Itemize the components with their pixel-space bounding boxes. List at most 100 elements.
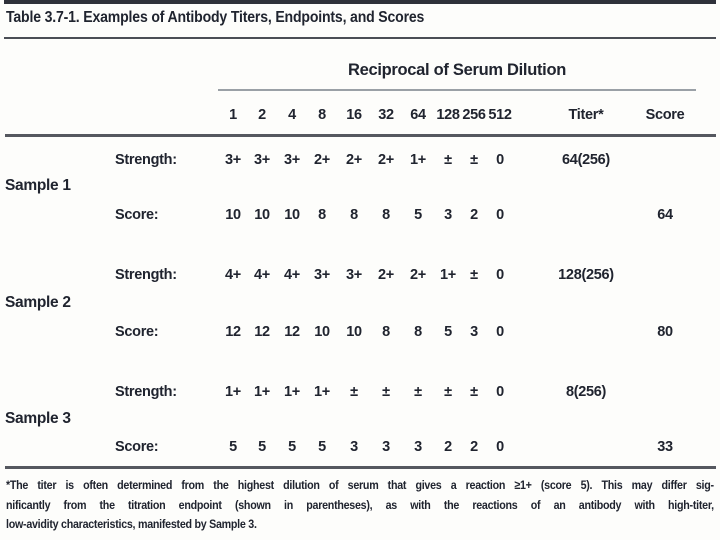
score-cell: 8 xyxy=(382,207,390,223)
dilution-col-header: 32 xyxy=(378,107,394,123)
score-cell: 8 xyxy=(382,324,390,340)
table-title: Table 3.7-1. Examples of Antibody Titers… xyxy=(6,9,425,26)
score-header: Score xyxy=(645,107,685,123)
score-cell: 5 xyxy=(318,439,326,455)
total-score-value: 33 xyxy=(657,439,673,455)
strength-cell: ± xyxy=(470,152,478,168)
score-cell: 10 xyxy=(284,207,300,223)
strength-cell: ± xyxy=(350,384,358,400)
strength-cell: 1+ xyxy=(284,384,300,400)
titer-header: Titer* xyxy=(568,107,604,123)
score-cell: 12 xyxy=(254,324,270,340)
strength-cell: 4+ xyxy=(225,267,241,283)
strength-row: 4+ 4+ 4+ 3+ 3+ 2+ 2+ 1+ ± 0 xyxy=(0,267,720,285)
score-cell: 5 xyxy=(444,324,452,340)
score-cell: 3 xyxy=(470,324,478,340)
dilution-col-header: 4 xyxy=(288,107,296,123)
strength-row-label: Strength: xyxy=(115,152,177,168)
strength-row-label: Strength: xyxy=(115,384,177,400)
strength-cell: 1+ xyxy=(314,384,330,400)
strength-cell: ± xyxy=(444,152,452,168)
sample-label: Sample 2 xyxy=(5,294,71,311)
score-cell: 8 xyxy=(318,207,326,223)
score-cell: 10 xyxy=(225,207,241,223)
strength-cell: 3+ xyxy=(284,152,300,168)
score-row: 12 12 12 10 10 8 8 5 3 0 xyxy=(0,324,720,342)
titer-value: 128(256) xyxy=(558,267,614,283)
sample-label: Sample 3 xyxy=(5,410,71,427)
score-cell: 12 xyxy=(225,324,241,340)
strength-cell: 3+ xyxy=(254,152,270,168)
strength-cell: 1+ xyxy=(440,267,456,283)
dilution-col-header: 256 xyxy=(462,107,486,123)
score-cell: 0 xyxy=(496,324,504,340)
score-row-label: Score: xyxy=(115,324,159,340)
top-rule xyxy=(4,0,716,4)
strength-cell: ± xyxy=(470,267,478,283)
strength-cell: 3+ xyxy=(314,267,330,283)
score-cell: 0 xyxy=(496,439,504,455)
dilution-col-header: 128 xyxy=(436,107,460,123)
score-cell: 10 xyxy=(314,324,330,340)
strength-cell: 2+ xyxy=(346,152,362,168)
score-row-label: Score: xyxy=(115,439,159,455)
score-cell: 2 xyxy=(470,439,478,455)
footnote-line: *The titer is often determined from the … xyxy=(6,478,714,492)
strength-cell: 1+ xyxy=(225,384,241,400)
strength-cell: 2+ xyxy=(378,267,394,283)
strength-row: 3+ 3+ 3+ 2+ 2+ 2+ 1+ ± ± 0 xyxy=(0,152,720,170)
footnote-line: low-avidity characteristics, manifested … xyxy=(6,517,257,531)
title-rule xyxy=(4,37,716,39)
score-cell: 3 xyxy=(444,207,452,223)
strength-cell: 2+ xyxy=(378,152,394,168)
strength-cell: ± xyxy=(444,384,452,400)
footnote-rule xyxy=(5,466,716,469)
dilution-col-header: 1 xyxy=(229,107,237,123)
dilution-col-header: 16 xyxy=(346,107,362,123)
strength-cell: 0 xyxy=(496,384,504,400)
score-row: 5 5 5 5 3 3 3 2 2 0 xyxy=(0,439,720,457)
header-rule xyxy=(5,134,716,137)
score-cell: 8 xyxy=(350,207,358,223)
group-header-rule xyxy=(218,89,696,91)
strength-cell: ± xyxy=(470,384,478,400)
footnote: *The titer is often determined from the … xyxy=(6,476,714,535)
titer-value: 8(256) xyxy=(565,384,607,400)
score-cell: 10 xyxy=(346,324,362,340)
score-cell: 10 xyxy=(254,207,270,223)
dilution-col-header: 64 xyxy=(410,107,426,123)
score-cell: 5 xyxy=(288,439,296,455)
titer-value: 64(256) xyxy=(562,152,610,168)
score-cell: 8 xyxy=(414,324,422,340)
score-cell: 0 xyxy=(496,207,504,223)
strength-cell: 4+ xyxy=(254,267,270,283)
dilution-col-header: 2 xyxy=(258,107,266,123)
dilution-col-header: 8 xyxy=(318,107,326,123)
total-score-value: 80 xyxy=(657,324,673,340)
score-cell: 5 xyxy=(414,207,422,223)
score-cell: 3 xyxy=(414,439,422,455)
score-cell: 2 xyxy=(444,439,452,455)
strength-row-label: Strength: xyxy=(115,267,177,283)
strength-cell: ± xyxy=(382,384,390,400)
strength-cell: 0 xyxy=(496,152,504,168)
strength-row: 1+ 1+ 1+ 1+ ± ± ± ± ± 0 xyxy=(0,384,720,402)
strength-cell: ± xyxy=(414,384,422,400)
strength-cell: 3+ xyxy=(346,267,362,283)
strength-cell: 2+ xyxy=(410,267,426,283)
score-cell: 5 xyxy=(258,439,266,455)
strength-cell: 1+ xyxy=(410,152,426,168)
score-cell: 12 xyxy=(284,324,300,340)
score-row-label: Score: xyxy=(115,207,159,223)
strength-cell: 4+ xyxy=(284,267,300,283)
total-score-value: 64 xyxy=(657,207,673,223)
score-cell: 3 xyxy=(350,439,358,455)
strength-cell: 2+ xyxy=(314,152,330,168)
group-header: Reciprocal of Serum Dilution xyxy=(347,61,567,79)
dilution-header-row: 1 2 4 8 16 32 64 128 256 512 xyxy=(0,107,720,125)
strength-cell: 3+ xyxy=(225,152,241,168)
dilution-col-header: 512 xyxy=(488,107,512,123)
score-cell: 3 xyxy=(382,439,390,455)
footnote-line: nificantly from the titration endpoint (… xyxy=(6,497,714,512)
